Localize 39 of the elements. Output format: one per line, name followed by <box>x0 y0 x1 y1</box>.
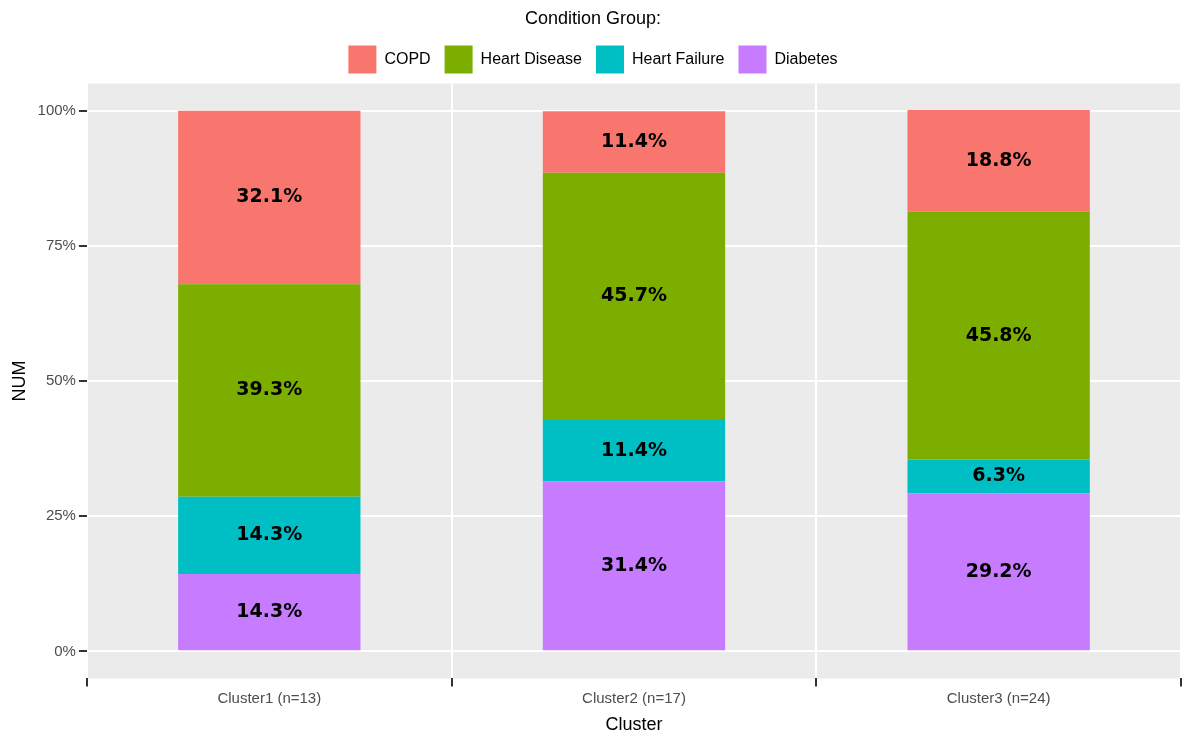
data-label: 45.8% <box>965 322 1032 345</box>
bar <box>542 172 726 420</box>
data-label: 39.3% <box>236 377 303 400</box>
bar <box>178 110 361 285</box>
x-tick-label: Cluster2 (n=17) <box>582 688 686 706</box>
data-label: 18.8% <box>965 147 1032 170</box>
bar <box>907 110 1090 212</box>
x-tick-label: Cluster3 (n=24) <box>946 688 1051 706</box>
data-label: 29.2% <box>965 558 1032 581</box>
legend-label: Diabetes <box>774 50 838 68</box>
legend-label: Heart Failure <box>631 50 725 68</box>
data-label: 32.1% <box>236 184 303 207</box>
legend-title: Condition Group: <box>524 7 662 28</box>
x-tick-label: Cluster1 (n=13) <box>217 688 322 706</box>
data-label: 11.4% <box>601 128 667 151</box>
y-tick-label: 0% <box>54 641 76 659</box>
data-label: 14.3% <box>236 599 303 622</box>
data-label: 6.3% <box>972 463 1026 486</box>
bar <box>542 419 726 482</box>
y-axis-title: NUM <box>8 360 29 402</box>
bar <box>907 211 1090 460</box>
data-label: 31.4% <box>601 552 667 575</box>
legend-label: Heart Disease <box>480 50 583 68</box>
y-tick-label: 25% <box>45 506 76 524</box>
bar <box>178 496 361 575</box>
data-label: 11.4% <box>601 437 667 460</box>
data-label: 45.7% <box>601 283 667 306</box>
y-tick-label: 100% <box>37 100 76 118</box>
bar <box>907 459 1090 494</box>
x-axis-title: Cluster <box>605 714 663 735</box>
bar <box>907 493 1090 651</box>
bar <box>542 481 726 651</box>
bar <box>542 111 726 173</box>
bar <box>178 284 361 497</box>
data-label: 14.3% <box>236 522 303 545</box>
bar <box>178 574 361 651</box>
y-tick-label: 75% <box>45 235 76 253</box>
y-tick-label: 50% <box>45 371 76 389</box>
legend-label: COPD <box>384 50 431 68</box>
